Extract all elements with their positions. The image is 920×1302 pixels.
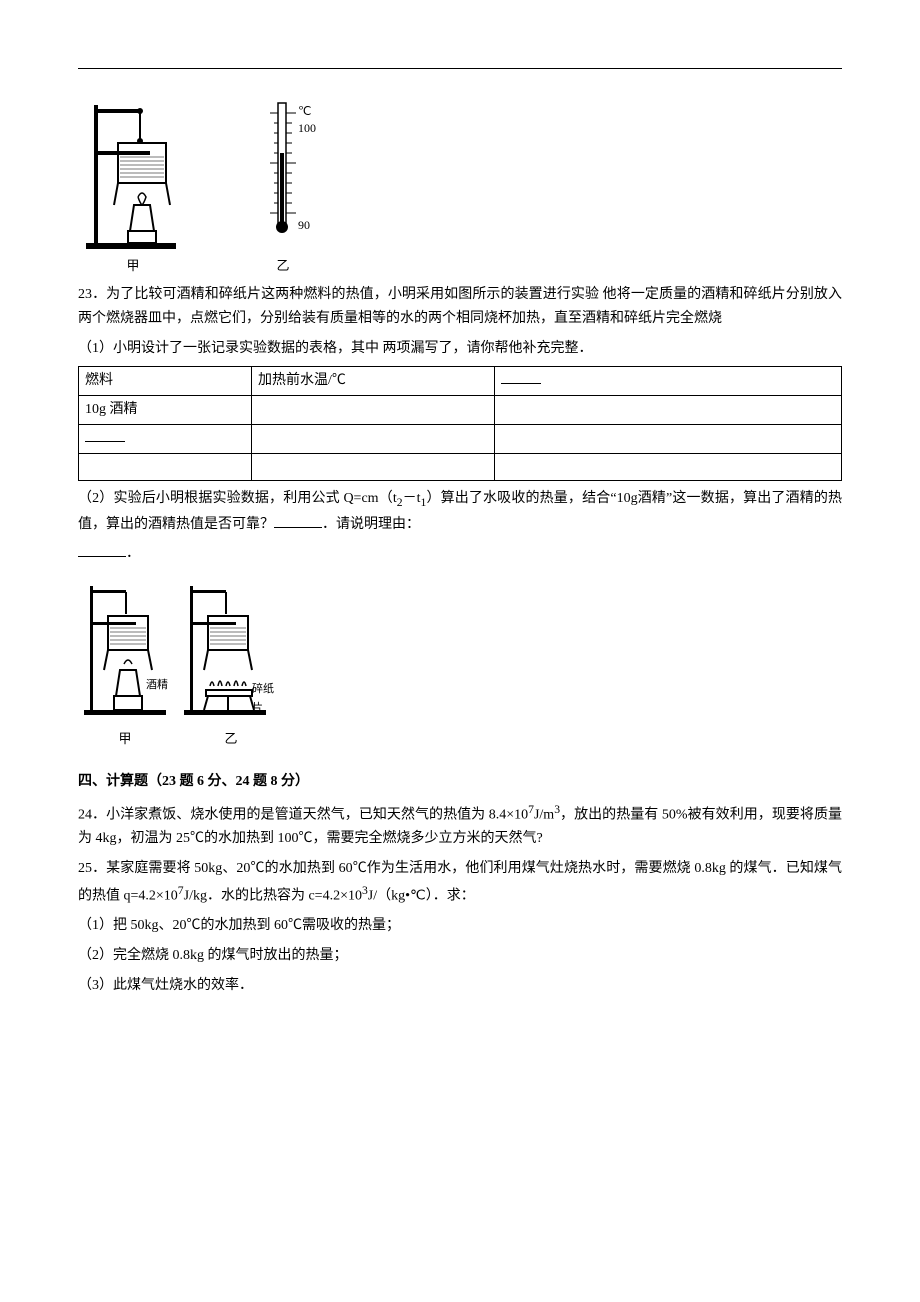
q23-part2-a: （2）实验后小明根据实验数据，利用公式 Q=cm（t bbox=[78, 491, 397, 506]
q23-intro: 23．为了比较可酒精和碎纸片这两种燃料的热值，小明采用如图所示的装置进行实验 他… bbox=[78, 283, 842, 331]
q23-part2-e: ． bbox=[126, 546, 140, 561]
q25-c: J/（kg•℃）．求： bbox=[368, 888, 475, 903]
apparatus-pair-figure: 酒精 碎纸片 甲 乙 bbox=[78, 578, 278, 750]
q25-p2: （2）完全燃烧 0.8kg 的煤气时放出的热量； bbox=[78, 944, 842, 968]
table-cell-blank bbox=[252, 425, 495, 454]
q25-b: J/kg．水的比热容为 c=4.2×10 bbox=[184, 888, 362, 903]
table-row: 10g 酒精 bbox=[79, 396, 842, 425]
top-divider bbox=[78, 68, 842, 69]
table-cell-blank bbox=[495, 396, 842, 425]
thermometer-caption: 乙 bbox=[248, 255, 318, 277]
table-row bbox=[79, 453, 842, 480]
table-row2-col1: 10g 酒精 bbox=[79, 396, 252, 425]
q25-p3: （3）此煤气灶烧水的效率． bbox=[78, 974, 842, 998]
q24-a: 小洋家煮饭、烧水使用的是管道天然气，已知天然气的热值为 8.4×10 bbox=[106, 807, 528, 822]
apparatus-single-figure: 甲 bbox=[78, 95, 188, 277]
q23-part2-end: ． bbox=[78, 542, 842, 566]
table-header-col2: 加热前水温/℃ bbox=[252, 367, 495, 396]
q25-p1: （1）把 50kg、20℃的水加热到 60℃需吸收的热量； bbox=[78, 914, 842, 938]
table-header-col1: 燃料 bbox=[79, 367, 252, 396]
q23-number: 23． bbox=[78, 287, 106, 302]
q24-number: 24． bbox=[78, 807, 106, 822]
thermometer-top-tick: 100 bbox=[298, 118, 316, 138]
section4-title: 四、计算题（23 题 6 分、24 题 8 分） bbox=[78, 770, 842, 794]
q24-text: 24．小洋家煮饭、烧水使用的是管道天然气，已知天然气的热值为 8.4×107J/… bbox=[78, 800, 842, 851]
table-row bbox=[79, 425, 842, 454]
table-cell-blank bbox=[79, 453, 252, 480]
table-cell-blank bbox=[495, 453, 842, 480]
q23-intro-text: 为了比较可酒精和碎纸片这两种燃料的热值，小明采用如图所示的装置进行实验 他将一定… bbox=[78, 287, 842, 326]
q24-b: J/m bbox=[534, 807, 554, 822]
thermometer-bottom-tick: 90 bbox=[298, 215, 310, 235]
q23-part2: （2）实验后小明根据实验数据，利用公式 Q=cm（t2－t1）算出了水吸收的热量… bbox=[78, 487, 842, 536]
q25-text: 25．某家庭需要将 50kg、20℃的水加热到 60℃作为生活用水，他们利用煤气… bbox=[78, 857, 842, 908]
table-row: 燃料 加热前水温/℃ bbox=[79, 367, 842, 396]
table-cell-blank bbox=[252, 453, 495, 480]
q25-number: 25． bbox=[78, 861, 106, 876]
q23-table: 燃料 加热前水温/℃ 10g 酒精 bbox=[78, 366, 842, 480]
pair-right-caption: 乙 bbox=[184, 728, 278, 750]
table-header-col3 bbox=[495, 367, 842, 396]
table-cell-blank bbox=[495, 425, 842, 454]
pair-left-label: 酒精 bbox=[146, 676, 168, 695]
q23-part2-b: －t bbox=[403, 491, 421, 506]
pair-left-caption: 甲 bbox=[78, 728, 172, 750]
thermometer-figure: ℃ 100 90 乙 bbox=[248, 93, 318, 277]
q23-part2-d: ．请说明理由： bbox=[322, 517, 420, 532]
pair-right-label: 碎纸片 bbox=[252, 680, 278, 717]
table-row3-col1 bbox=[79, 425, 252, 454]
figure-row-1: 甲 bbox=[78, 93, 842, 277]
apparatus-single-caption-text: 甲 bbox=[78, 255, 188, 277]
q23-part1: （1）小明设计了一张记录实验数据的表格，其中 两项漏写了，请你帮他补充完整． bbox=[78, 337, 842, 361]
table-cell-blank bbox=[252, 396, 495, 425]
